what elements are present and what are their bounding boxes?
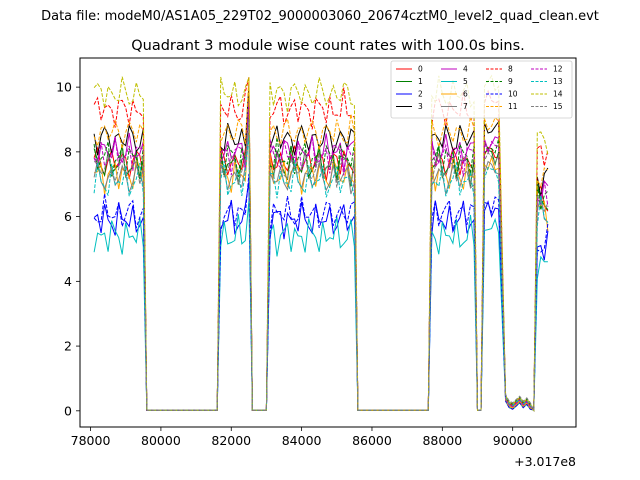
series-line-5 [93,201,548,411]
legend-label-12: 12 [553,65,563,74]
series-line-13 [93,134,549,412]
series-line-12 [93,103,549,412]
series-line-9 [93,107,549,413]
legend-label-7: 7 [463,102,468,111]
series-line-10 [93,173,549,411]
x-offset-label: +3.017e8 [514,454,576,469]
series-line-2 [93,181,549,412]
series-line-14 [93,74,549,413]
legend-label-10: 10 [508,90,518,99]
series-line-0 [93,111,549,411]
x-axis-ticks: 78000 80000 82000 84000 86000 88000 90000 [71,427,533,448]
y-tick-label: 0 [64,403,72,418]
legend-label-2: 2 [418,90,423,99]
legend-label-0: 0 [418,65,423,74]
legend-label-6: 6 [463,90,468,99]
legend-label-9: 9 [508,77,513,86]
x-tick-label: 78000 [71,433,111,448]
series-line-4 [93,100,549,413]
series-line-3 [93,84,549,412]
figure-suptitle: Data file: modeM0/AS1A05_229T02_90000030… [41,9,599,24]
x-tick-label: 88000 [422,433,462,448]
series-line-7 [93,131,549,412]
axes-frame [79,57,577,428]
y-axis-ticks: 0 2 4 6 8 10 [56,80,80,418]
legend-label-14: 14 [553,90,563,99]
legend-label-13: 13 [553,77,563,86]
legend-label-5: 5 [463,77,468,86]
y-tick-label: 4 [64,274,72,289]
legend-label-15: 15 [553,102,563,111]
legend-label-3: 3 [418,102,423,111]
chart-title: Quadrant 3 module wise count rates with … [131,38,525,54]
series-line-11 [93,77,549,412]
legend-box [390,60,573,119]
x-tick-label: 86000 [352,433,392,448]
legend-label-1: 1 [418,77,423,86]
legend-label-4: 4 [463,65,468,74]
x-tick-label: 82000 [211,433,251,448]
legend-label-11: 11 [508,102,518,111]
plot-lines [93,74,549,413]
y-tick-label: 10 [56,80,72,95]
legend-label-8: 8 [508,65,513,74]
y-tick-label: 8 [64,144,72,159]
series-line-8 [93,77,549,412]
series-line-15 [93,119,549,411]
y-tick-label: 6 [64,209,72,224]
x-tick-label: 90000 [493,433,533,448]
x-tick-label: 84000 [282,433,322,448]
x-tick-label: 80000 [141,433,181,448]
y-tick-label: 2 [64,339,72,354]
